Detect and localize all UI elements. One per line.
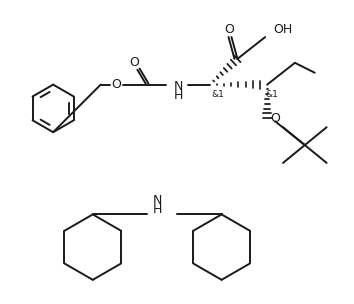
Text: O: O	[224, 22, 234, 36]
Text: O: O	[270, 112, 280, 125]
Text: H: H	[173, 89, 183, 102]
Text: O: O	[112, 78, 121, 91]
Text: &1: &1	[212, 90, 224, 99]
Text: N: N	[173, 80, 183, 93]
Text: O: O	[130, 56, 139, 69]
Text: OH: OH	[273, 22, 292, 36]
Text: &1: &1	[265, 90, 278, 99]
Text: H: H	[153, 203, 162, 216]
Text: N: N	[153, 194, 162, 207]
